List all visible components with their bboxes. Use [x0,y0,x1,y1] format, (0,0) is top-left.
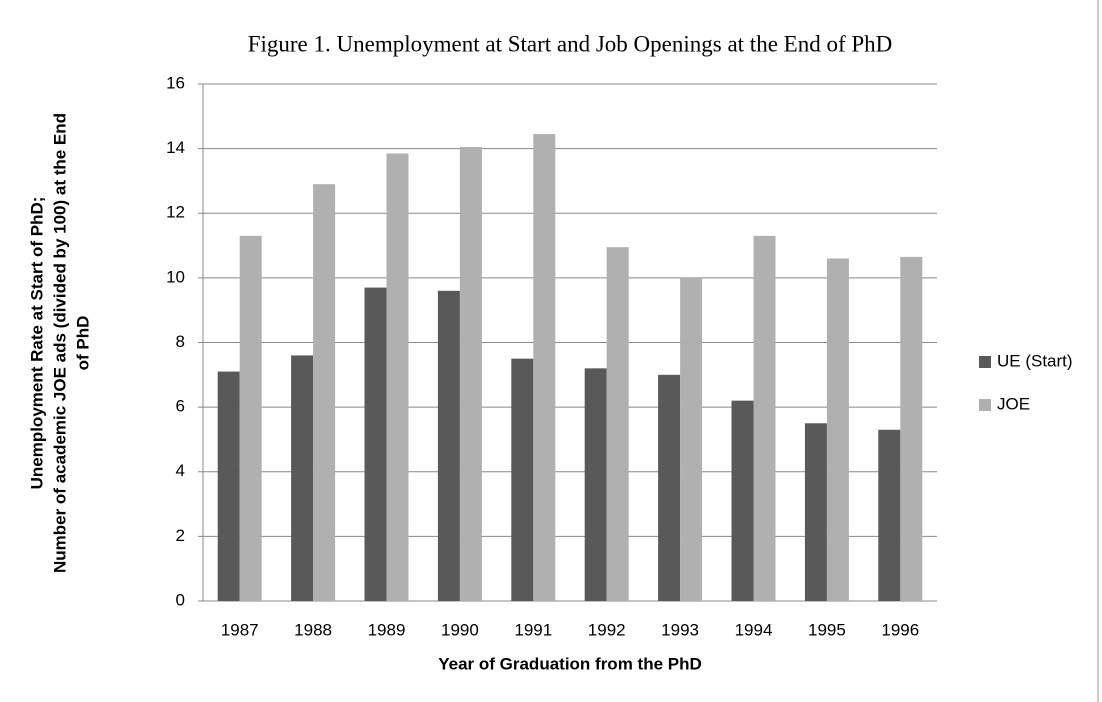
y-tick-label: 14 [166,138,185,157]
bar [459,147,482,601]
bar [239,235,262,601]
y-axis-title-line: of PhD [73,316,92,371]
bar [386,153,409,602]
y-axis-title: Unemployment Rate at Start of PhD; Numbe… [27,113,92,573]
x-tick-label: 1992 [588,620,626,639]
bar [753,235,776,601]
y-tick-label: 12 [166,203,185,222]
x-tick-label: 1988 [294,620,332,639]
legend-swatch [979,356,991,368]
x-tick-label: 1989 [368,620,406,639]
y-axis-title-line: Number of academic JOE ads (divided by 1… [50,113,69,573]
x-tick-label: 1993 [661,620,699,639]
bar [900,256,923,601]
x-axis-title: Year of Graduation from the PhD [438,654,702,673]
legend-swatch [979,399,991,411]
bar [364,287,387,601]
x-tick-label: 1995 [808,620,846,639]
y-tick-label: 8 [176,332,185,351]
y-tick-label: 6 [176,397,185,416]
x-tick-label: 1994 [735,620,773,639]
bar [658,374,681,601]
y-tick-label: 10 [166,267,185,286]
x-tick-label: 1991 [514,620,552,639]
bar [313,184,336,601]
bar [291,355,314,601]
bar [533,134,556,601]
bar [680,277,703,601]
bar [584,368,607,601]
x-tick-label: 1996 [881,620,919,639]
bar [826,258,849,601]
bar [606,247,629,601]
y-tick-label: 16 [166,73,185,92]
y-tick-label: 2 [176,526,185,545]
x-tick-label: 1987 [221,620,259,639]
bar [511,358,534,601]
y-axis-title-line: Unemployment Rate at Start of PhD; [27,197,46,490]
y-tick-label: 4 [176,461,185,480]
legend-label: JOE [997,394,1030,413]
legend-label: UE (Start) [997,351,1073,370]
chart-title: Figure 1. Unemployment at Start and Job … [248,31,893,56]
bar [804,423,827,601]
y-tick-label: 0 [176,590,185,609]
bar [878,429,901,601]
bar [437,290,460,601]
bar [731,400,754,601]
bar [217,371,240,601]
x-tick-label: 1990 [441,620,479,639]
